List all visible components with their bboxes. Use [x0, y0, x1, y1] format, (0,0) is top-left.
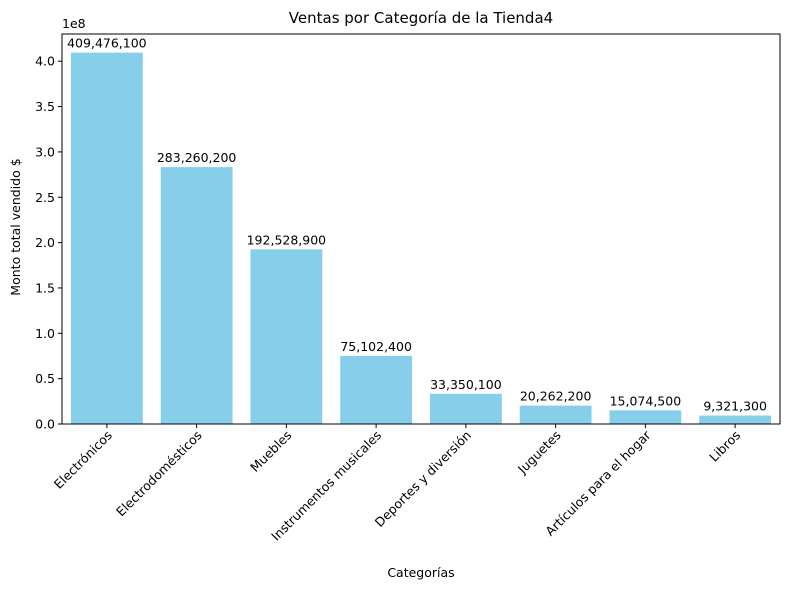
bar: [70, 52, 143, 425]
chart-title: Ventas por Categoría de la Tienda4: [289, 9, 553, 27]
x-tick-label: Juguetes: [514, 428, 564, 478]
data-label: 15,074,500: [610, 393, 682, 408]
bar: [699, 415, 772, 424]
y-tick-label: 4.0: [35, 54, 55, 69]
bar: [250, 249, 323, 424]
bar: [519, 405, 592, 424]
data-label: 75,102,400: [340, 339, 412, 354]
bar: [340, 355, 413, 424]
x-tick-label: Electrónicos: [51, 428, 115, 492]
y-tick-label: 2.5: [35, 190, 55, 205]
x-tick-label: Deportes y diversión: [372, 428, 474, 530]
data-label: 409,476,100: [67, 36, 147, 51]
data-label: 283,260,200: [157, 150, 237, 165]
x-tick-label: Libros: [706, 428, 743, 465]
y-tick-label: 3.5: [35, 99, 55, 114]
y-tick-label: 0.0: [35, 417, 55, 432]
y-tick-label: 3.0: [35, 144, 55, 159]
y-tick-label: 0.5: [35, 371, 55, 386]
data-label: 33,350,100: [430, 377, 502, 392]
data-label: 192,528,900: [247, 232, 327, 247]
bar: [609, 410, 682, 424]
y-axis-label: Monto total vendido $: [8, 158, 23, 295]
plot-frame: [61, 33, 781, 425]
y-tick-label: 1.5: [35, 280, 55, 295]
bar: [160, 167, 233, 424]
x-tick-label: Muebles: [247, 428, 294, 475]
data-label: 20,262,200: [520, 389, 592, 404]
y-axis-offset-label: 1e8: [62, 16, 86, 31]
data-label: 9,321,300: [703, 399, 767, 414]
y-tick-label: 2.0: [35, 235, 55, 250]
plot-area: 409,476,100 283,260,200 192,528,900 75,102,…: [35, 33, 781, 544]
y-tick-label: 1.0: [35, 326, 55, 341]
bar: [429, 393, 502, 424]
x-axis-label: Categorías: [387, 565, 454, 580]
x-tick-label: Electrodomésticos: [113, 428, 205, 520]
x-tick-label: Artículos para el hogar: [542, 427, 654, 539]
